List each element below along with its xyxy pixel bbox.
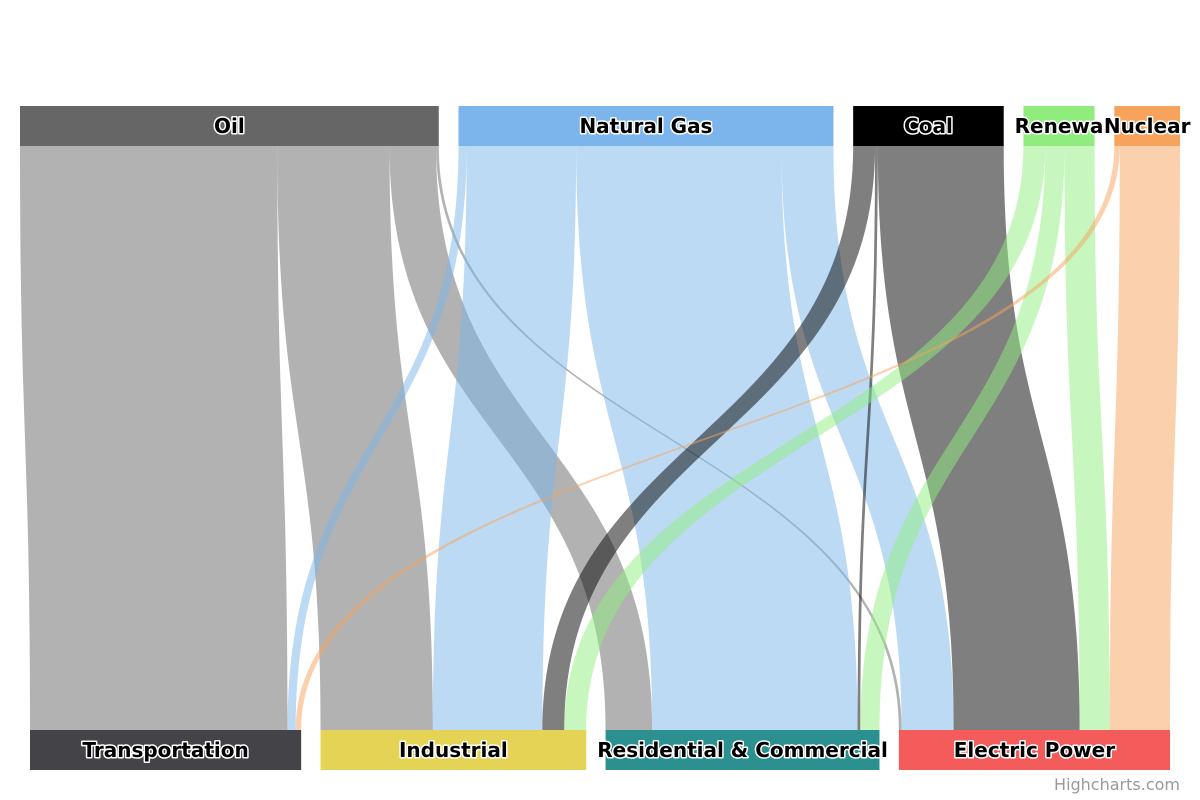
target-node-bar-electric-power[interactable] bbox=[898, 730, 1170, 770]
source-node-label-renewable: Renewa bbox=[1015, 114, 1104, 138]
source-node-nuclear[interactable]: Nuclear bbox=[1102, 106, 1192, 146]
source-node-bar-natural-gas[interactable] bbox=[458, 106, 834, 146]
link-coal-to-residential-commercial[interactable] bbox=[857, 146, 878, 730]
target-node-label-industrial: Industrial bbox=[399, 738, 508, 762]
target-node-bar-industrial[interactable] bbox=[320, 730, 587, 770]
link-nuclear-to-transportation[interactable] bbox=[295, 146, 1120, 730]
link-oil-to-industrial[interactable] bbox=[277, 146, 433, 730]
target-node-industrial[interactable]: Industrial bbox=[320, 730, 587, 770]
source-node-coal[interactable]: Coal bbox=[853, 106, 1004, 146]
source-node-bar-renewable[interactable] bbox=[1023, 106, 1095, 146]
target-node-label-residential-commercial: Residential & Commercial bbox=[597, 738, 888, 762]
target-node-transportation[interactable]: Transportation bbox=[30, 730, 302, 770]
target-node-residential-commercial[interactable]: Residential & Commercial bbox=[596, 730, 889, 770]
source-node-natural-gas[interactable]: Natural Gas bbox=[458, 106, 834, 146]
source-node-bar-nuclear[interactable] bbox=[1114, 106, 1180, 146]
source-node-renewable[interactable]: Renewa bbox=[1013, 106, 1105, 146]
target-node-label-electric-power: Electric Power bbox=[954, 738, 1115, 762]
link-natural-gas-to-industrial[interactable] bbox=[432, 146, 577, 730]
source-node-label-natural-gas: Natural Gas bbox=[579, 114, 712, 138]
link-natural-gas-to-transportation[interactable] bbox=[287, 146, 467, 730]
source-node-label-oil: Oil bbox=[214, 114, 245, 138]
target-node-bar-transportation[interactable] bbox=[30, 730, 302, 770]
link-nuclear-to-electric-power[interactable] bbox=[1109, 146, 1180, 730]
nodes-group: Oil Natural Gas Coal Renewa Nuclear Transport… bbox=[20, 106, 1192, 770]
credits-link[interactable]: Highcharts.com bbox=[1054, 775, 1180, 794]
source-node-label-nuclear: Nuclear bbox=[1104, 114, 1191, 138]
source-node-bar-coal[interactable] bbox=[853, 106, 1004, 146]
link-oil-to-transportation[interactable] bbox=[20, 146, 288, 730]
link-renewable-to-industrial[interactable] bbox=[564, 146, 1046, 730]
source-node-label-coal: Coal bbox=[904, 114, 953, 138]
target-node-electric-power[interactable]: Electric Power bbox=[898, 730, 1170, 770]
link-coal-to-electric-power[interactable] bbox=[877, 146, 1080, 730]
source-node-oil[interactable]: Oil bbox=[20, 106, 439, 146]
target-node-label-transportation: Transportation bbox=[82, 738, 248, 762]
source-node-bar-oil[interactable] bbox=[20, 106, 439, 146]
links-group bbox=[20, 146, 1180, 730]
link-renewable-to-electric-power[interactable] bbox=[1064, 146, 1110, 730]
link-renewable-to-residential-commercial[interactable] bbox=[860, 146, 1065, 730]
target-node-bar-residential-commercial[interactable] bbox=[605, 730, 880, 770]
